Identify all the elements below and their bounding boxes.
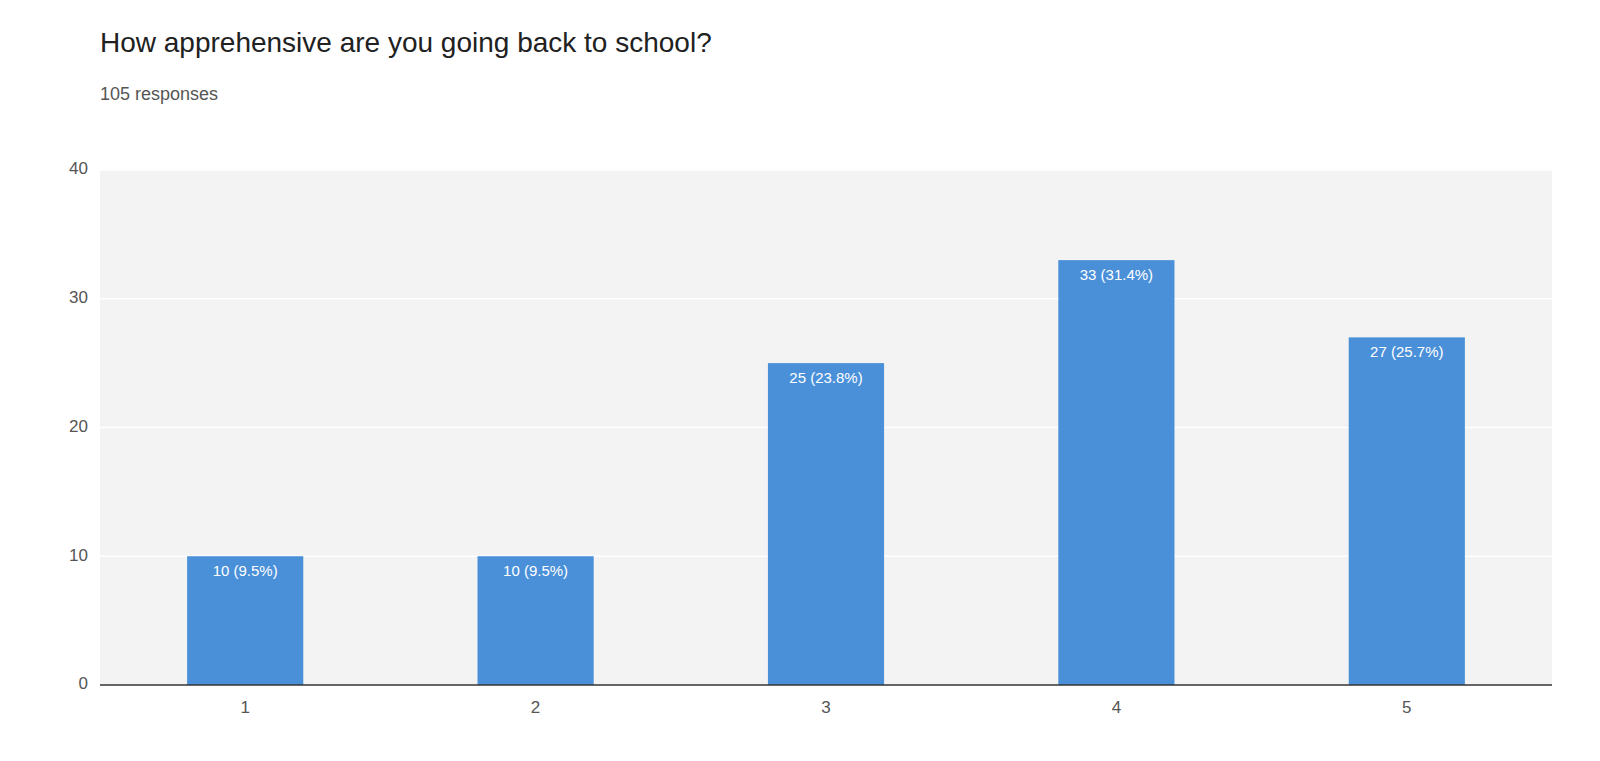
title: How apprehensive are you going back to s… xyxy=(100,27,712,58)
plot-background xyxy=(100,170,1552,685)
grid-line xyxy=(100,169,1552,171)
plot-area xyxy=(100,170,1552,685)
y-tick-label: 40 xyxy=(69,159,88,178)
x-tick-label: 4 xyxy=(1112,698,1121,717)
subtitle: 105 responses xyxy=(100,84,218,104)
x-tick-label: 3 xyxy=(821,698,830,717)
data-label: 33 (31.4%) xyxy=(1080,266,1153,283)
grid-line xyxy=(100,684,1552,686)
y-tick-label: 0 xyxy=(79,674,88,693)
data-label: 27 (25.7%) xyxy=(1370,343,1443,360)
x-tick-label: 2 xyxy=(531,698,540,717)
bar xyxy=(1058,260,1174,685)
y-axis: 0 10 20 30 40 xyxy=(69,159,88,693)
chart: How apprehensive are you going back to s… xyxy=(0,0,1600,761)
data-label: 25 (23.8%) xyxy=(789,369,862,386)
x-axis: 1 2 3 4 5 xyxy=(240,698,1411,717)
bar xyxy=(187,556,303,685)
chart-container: How apprehensive are you going back to s… xyxy=(0,0,1600,761)
data-labels: 10 (9.5%) 10 (9.5%) 25 (23.8%) 33 (31.4%) 27… xyxy=(213,266,1444,579)
y-tick-label: 30 xyxy=(69,288,88,307)
bar xyxy=(1349,337,1465,685)
grid-line xyxy=(100,298,1552,300)
bars xyxy=(187,260,1465,685)
y-tick-label: 20 xyxy=(69,417,88,436)
bar xyxy=(478,556,594,685)
x-tick-label: 5 xyxy=(1402,698,1411,717)
x-axis-line xyxy=(100,684,1552,686)
y-tick-label: 10 xyxy=(69,546,88,565)
data-label: 10 (9.5%) xyxy=(503,562,568,579)
grid xyxy=(100,170,1552,685)
background xyxy=(0,0,1600,761)
bar xyxy=(768,363,884,685)
data-label: 10 (9.5%) xyxy=(213,562,278,579)
x-tick-label: 1 xyxy=(240,698,249,717)
